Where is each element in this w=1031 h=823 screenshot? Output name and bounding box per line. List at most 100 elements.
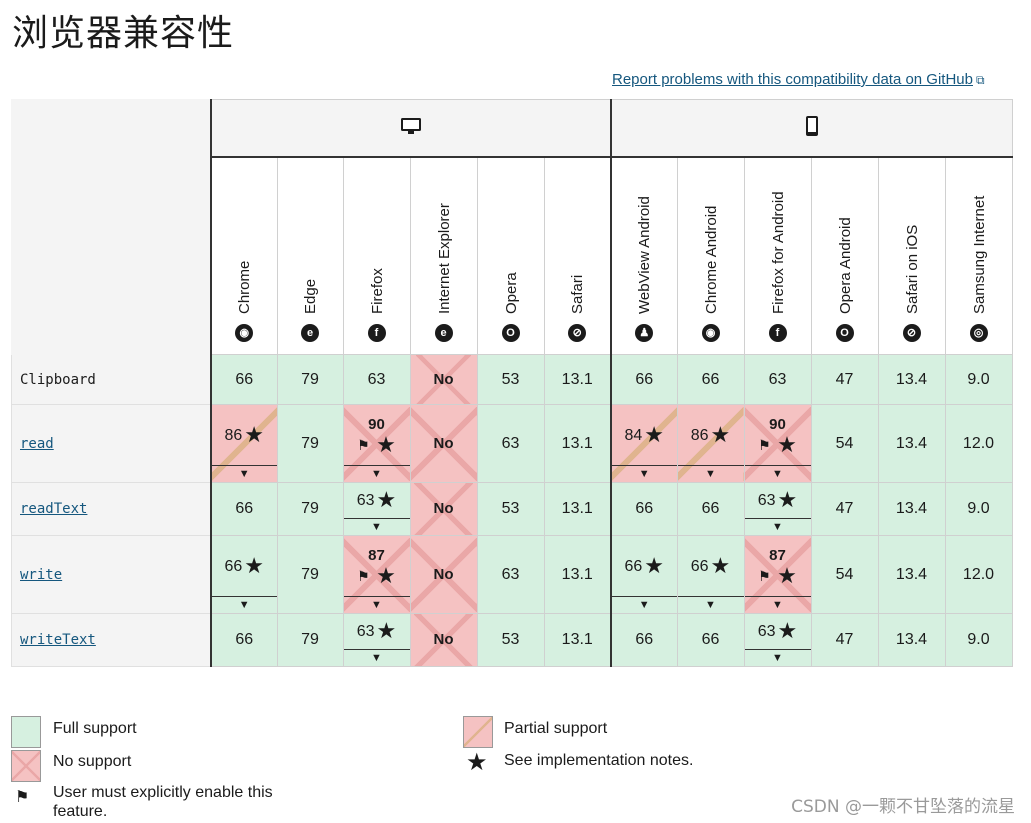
expand-toggle-icon[interactable]: ▼: [612, 596, 677, 613]
version-label: 66: [701, 631, 720, 648]
version-label: 66: [224, 557, 243, 575]
feature-name[interactable]: read: [11, 404, 212, 483]
support-cell[interactable]: 90 ⚑ ★ ▼: [342, 404, 411, 483]
support-cell: 63: [342, 354, 411, 405]
version-label: 9.0: [967, 500, 990, 517]
expand-toggle-icon[interactable]: ▼: [343, 596, 410, 613]
support-cell[interactable]: 63★ ▼: [743, 482, 812, 536]
version-label: 63: [768, 370, 787, 388]
support-cell[interactable]: 66★ ▼: [210, 535, 278, 614]
expand-toggle-icon[interactable]: ▼: [212, 465, 277, 482]
browser-header: Internet Explorer e: [409, 156, 478, 355]
flag-icon: ⚑: [357, 568, 370, 584]
support-cell: 13.4: [877, 482, 946, 536]
support-cell[interactable]: 86★ ▼: [210, 404, 278, 483]
safari-icon: ⊘: [568, 324, 587, 342]
expand-toggle-icon[interactable]: ▼: [212, 596, 277, 613]
star-icon: ★: [244, 552, 265, 578]
no-support-label: No: [433, 434, 454, 452]
version-label: 12.0: [962, 434, 995, 452]
feature-link[interactable]: readText: [20, 501, 88, 517]
support-cell: 13.4: [877, 354, 946, 405]
support-cell[interactable]: 86★ ▼: [676, 404, 745, 483]
star-icon: ★: [376, 563, 396, 588]
feature-name[interactable]: write: [11, 535, 212, 614]
expand-toggle-icon[interactable]: ▼: [744, 465, 811, 482]
version-label: 87: [769, 547, 786, 564]
table-row: readText 66 79 63★ ▼ No 53 13.1 66 66 63★ ▼ 47 13.4 9.…: [11, 482, 1013, 536]
feature-name[interactable]: writeText: [11, 613, 212, 667]
feature-name[interactable]: readText: [11, 482, 212, 536]
browser-header: Edge e: [276, 156, 344, 355]
support-cell: 54: [810, 404, 879, 483]
version-label: 12.0: [962, 565, 995, 583]
support-cell: 66: [610, 613, 678, 667]
support-cell: 53: [476, 613, 545, 667]
support-cell: 13.1: [543, 354, 612, 405]
star-icon: ★: [644, 421, 665, 447]
version-label: 63: [356, 623, 375, 640]
support-cell[interactable]: 66★ ▼: [676, 535, 745, 614]
expand-toggle-icon[interactable]: ▼: [343, 649, 410, 666]
feature-link[interactable]: writeText: [20, 632, 96, 648]
browser-name: Firefox: [368, 268, 386, 314]
browser-name: Chrome Android: [702, 205, 720, 314]
support-cell: 79: [276, 535, 344, 614]
feature-label: Clipboard: [20, 371, 96, 388]
version-label: 13.1: [561, 500, 593, 517]
expand-toggle-icon[interactable]: ▼: [744, 518, 811, 535]
version-label: 13.4: [895, 565, 928, 583]
support-cell: No: [409, 482, 478, 536]
expand-toggle-icon[interactable]: ▼: [343, 465, 410, 482]
support-cell: 13.4: [877, 404, 946, 483]
support-cell[interactable]: 90 ⚑ ★ ▼: [743, 404, 812, 483]
support-cell: 63: [476, 535, 545, 614]
version-label: 13.1: [561, 434, 593, 452]
version-label: 47: [835, 500, 854, 517]
version-label: 63: [757, 623, 776, 640]
mobile-platform-header: [610, 99, 1013, 158]
support-cell[interactable]: 87 ⚑ ★ ▼: [743, 535, 812, 614]
support-cell[interactable]: 63★ ▼: [342, 613, 411, 667]
support-cell: 13.4: [877, 613, 946, 667]
expand-toggle-icon[interactable]: ▼: [677, 465, 744, 482]
version-label: 63: [757, 492, 776, 509]
flag-icon: ⚑: [357, 437, 370, 453]
expand-toggle-icon[interactable]: ▼: [744, 596, 811, 613]
support-cell[interactable]: 87 ⚑ ★ ▼: [342, 535, 411, 614]
support-cell[interactable]: 66★ ▼: [610, 535, 678, 614]
feature-link[interactable]: read: [20, 435, 54, 452]
support-cell: 13.1: [543, 535, 612, 614]
support-cell: 66: [610, 354, 678, 405]
legend-full-swatch: [11, 716, 41, 748]
support-cell: 63: [476, 404, 545, 483]
version-label: 13.1: [561, 565, 593, 583]
external-link-icon: ⧉: [976, 73, 985, 87]
expand-toggle-icon[interactable]: ▼: [343, 518, 410, 535]
feature-link[interactable]: write: [20, 566, 63, 583]
table-row: read 86★ ▼ 79 90 ⚑ ★ ▼ No 63 13.1 84★ ▼ 86★ ▼ 90 ⚑ ★ ▼ 54…: [11, 404, 1013, 483]
expand-toggle-icon[interactable]: ▼: [612, 465, 677, 482]
expand-toggle-icon[interactable]: ▼: [677, 596, 744, 613]
version-label: 54: [835, 434, 854, 452]
version-label: 53: [501, 370, 520, 388]
support-cell: 79: [276, 482, 344, 536]
support-cell[interactable]: 63★ ▼: [342, 482, 411, 536]
version-label: 86: [224, 426, 243, 444]
compat-table: Chrome ◉ Edge e Firefox f Internet Explorer e Op…: [11, 99, 1013, 667]
report-problems-link[interactable]: Report problems with this compatibility …: [612, 71, 985, 88]
version-label: 54: [835, 565, 854, 583]
support-cell: 66: [610, 482, 678, 536]
browser-name: Edge: [302, 278, 319, 314]
support-cell: 47: [810, 613, 879, 667]
expand-toggle-icon[interactable]: ▼: [744, 649, 811, 666]
support-cell: 47: [810, 482, 879, 536]
browser-header: Opera O: [476, 156, 545, 355]
version-label: 86: [690, 426, 709, 444]
version-label: 66: [701, 500, 720, 517]
version-label: 13.1: [561, 631, 593, 648]
star-icon: ★: [376, 432, 396, 457]
support-cell[interactable]: 63★ ▼: [743, 613, 812, 667]
legend-none-swatch: [11, 750, 41, 782]
support-cell[interactable]: 84★ ▼: [610, 404, 678, 483]
